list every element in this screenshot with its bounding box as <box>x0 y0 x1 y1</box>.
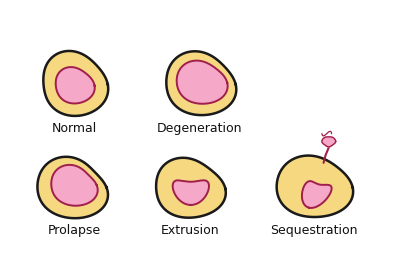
Polygon shape <box>166 51 236 115</box>
Text: Prolapse: Prolapse <box>48 224 101 237</box>
Polygon shape <box>43 51 108 116</box>
Polygon shape <box>156 158 226 218</box>
Text: Degeneration: Degeneration <box>157 122 243 135</box>
Polygon shape <box>56 67 95 104</box>
Polygon shape <box>302 181 332 208</box>
Text: Sequestration: Sequestration <box>270 224 357 237</box>
Text: Normal: Normal <box>52 122 97 135</box>
Polygon shape <box>322 137 336 147</box>
Polygon shape <box>177 60 228 104</box>
Polygon shape <box>173 180 209 205</box>
Polygon shape <box>38 157 108 218</box>
Text: Extrusion: Extrusion <box>161 224 219 237</box>
Polygon shape <box>51 165 98 206</box>
Polygon shape <box>277 156 353 217</box>
